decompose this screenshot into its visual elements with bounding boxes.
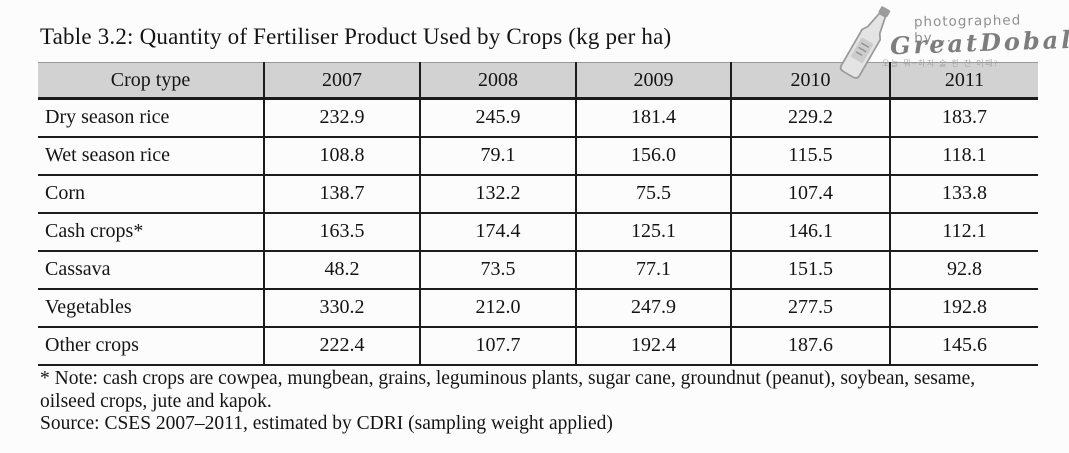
value-cell: 48.2 — [263, 250, 420, 290]
crop-name-cell: Dry season rice — [38, 98, 264, 138]
value-cell: 107.4 — [730, 174, 890, 214]
value-cell: 229.2 — [730, 98, 890, 138]
value-cell: 245.9 — [419, 98, 576, 138]
value-cell: 146.1 — [730, 212, 890, 252]
value-cell: 212.0 — [419, 288, 576, 328]
value-cell: 192.8 — [889, 288, 1038, 328]
table-row: Vegetables 330.2 212.0 247.9 277.5 192.8 — [38, 288, 1038, 328]
table-row: Wet season rice 108.8 79.1 156.0 115.5 1… — [38, 136, 1038, 176]
table-row: Other crops 222.4 107.7 192.4 187.6 145.… — [38, 326, 1038, 366]
column-header-2008: 2008 — [419, 62, 576, 100]
column-header-2009: 2009 — [575, 62, 731, 100]
crop-name-cell: Corn — [38, 174, 264, 214]
table-row: Cassava 48.2 73.5 77.1 151.5 92.8 — [38, 250, 1038, 290]
value-cell: 92.8 — [889, 250, 1038, 290]
value-cell: 174.4 — [419, 212, 576, 252]
source-line: Source: CSES 2007–2011, estimated by CDR… — [40, 413, 613, 434]
column-header-2007: 2007 — [263, 62, 420, 100]
note-line-1: * Note: cash crops are cowpea, mungbean,… — [40, 368, 976, 389]
value-cell: 115.5 — [730, 136, 890, 176]
value-cell: 183.7 — [889, 98, 1038, 138]
value-cell: 277.5 — [730, 288, 890, 328]
value-cell: 112.1 — [889, 212, 1038, 252]
column-header-2011: 2011 — [889, 62, 1038, 100]
value-cell: 151.5 — [730, 250, 890, 290]
crop-name-cell: Vegetables — [38, 288, 264, 328]
value-cell: 73.5 — [419, 250, 576, 290]
value-cell: 133.8 — [889, 174, 1038, 214]
value-cell: 192.4 — [575, 326, 731, 366]
crop-name-cell: Wet season rice — [38, 136, 264, 176]
table-row: Dry season rice 232.9 245.9 181.4 229.2 … — [38, 98, 1038, 138]
value-cell: 108.8 — [263, 136, 420, 176]
note-line-2: oilseed crops, jute and kapok. — [40, 390, 272, 412]
value-cell: 132.2 — [419, 174, 576, 214]
value-cell: 156.0 — [575, 136, 731, 176]
value-cell: 138.7 — [263, 174, 420, 214]
value-cell: 79.1 — [419, 136, 576, 176]
value-cell: 125.1 — [575, 212, 731, 252]
value-cell: 163.5 — [263, 212, 420, 252]
fertiliser-table: Crop type 2007 2008 2009 2010 2011 Dry s… — [38, 62, 1038, 366]
value-cell: 77.1 — [575, 250, 731, 290]
value-cell: 181.4 — [575, 98, 731, 138]
column-header-crop-type: Crop type — [38, 62, 264, 100]
crop-name-cell: Other crops — [38, 326, 264, 366]
value-cell: 232.9 — [263, 98, 420, 138]
value-cell: 145.6 — [889, 326, 1038, 366]
crop-name-cell: Cash crops* — [38, 212, 264, 252]
value-cell: 247.9 — [575, 288, 731, 328]
table-row: Cash crops* 163.5 174.4 125.1 146.1 112.… — [38, 212, 1038, 252]
value-cell: 118.1 — [889, 136, 1038, 176]
value-cell: 187.6 — [730, 326, 890, 366]
table-row: Corn 138.7 132.2 75.5 107.4 133.8 — [38, 174, 1038, 214]
value-cell: 222.4 — [263, 326, 420, 366]
watermark-signature: GreatDobal — [889, 24, 1069, 61]
table-header-row: Crop type 2007 2008 2009 2010 2011 — [38, 62, 1038, 100]
crop-name-cell: Cassava — [38, 250, 264, 290]
value-cell: 330.2 — [263, 288, 420, 328]
table-footnotes: * Note: cash crops are cowpea, mungbean,… — [40, 368, 975, 436]
watermark-credit-text: photographed by...... — [913, 12, 1022, 47]
column-header-2010: 2010 — [730, 62, 890, 100]
table-title: Table 3.2: Quantity of Fertiliser Produc… — [40, 24, 672, 49]
value-cell: 75.5 — [575, 174, 731, 214]
value-cell: 107.7 — [419, 326, 576, 366]
